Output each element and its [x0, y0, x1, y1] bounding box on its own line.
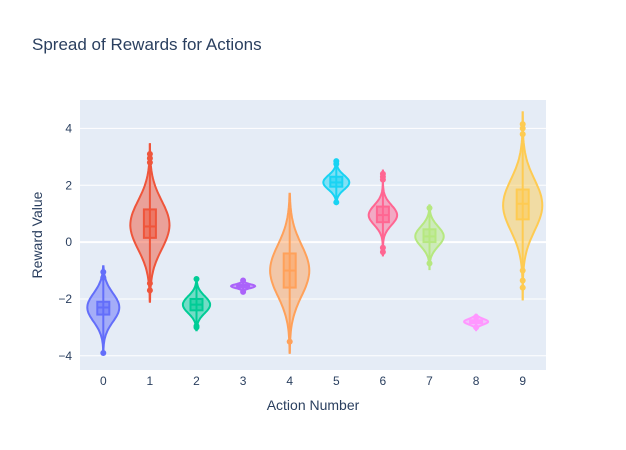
x-tick-label: 2	[193, 374, 200, 388]
violin-point	[146, 287, 153, 294]
x-tick-label: 6	[380, 374, 387, 388]
violin-0	[86, 265, 121, 356]
x-tick-labels: 0 1 2 3 4 5 6 7 8 9	[100, 374, 526, 388]
violin-point	[519, 125, 526, 132]
x-tick-label: 7	[426, 374, 433, 388]
violin-point	[333, 199, 340, 206]
violin-point	[100, 268, 107, 275]
violin-point	[100, 349, 107, 356]
violin-point	[100, 274, 107, 281]
violin-point	[146, 151, 153, 157]
violin-5	[322, 158, 351, 206]
violin-9	[502, 111, 544, 301]
violin-point	[379, 249, 386, 256]
y-tick-label: −2	[58, 292, 72, 306]
violin-point	[426, 260, 433, 267]
x-tick-label: 9	[519, 374, 526, 388]
violin-4	[269, 192, 311, 354]
violin-7	[414, 204, 445, 271]
violin-point	[240, 288, 247, 295]
violin-point	[146, 280, 153, 287]
violin-point	[379, 170, 386, 177]
violin-6	[367, 169, 399, 257]
x-tick-label: 4	[286, 374, 293, 388]
y-tick-label: 2	[65, 178, 72, 192]
x-tick-label: 3	[240, 374, 247, 388]
violin-box	[142, 208, 157, 239]
x-tick-label: 0	[100, 374, 107, 388]
y-tick-label: 0	[65, 235, 72, 249]
violin-point	[519, 284, 526, 291]
violin-point	[193, 324, 200, 331]
x-tick-label: 5	[333, 374, 340, 388]
violin-point	[286, 338, 293, 345]
violin-2	[181, 276, 212, 332]
violin-8	[463, 313, 490, 332]
violin-point	[519, 131, 526, 138]
violin-point	[240, 277, 247, 284]
violin-1	[129, 143, 171, 303]
violin-point	[519, 267, 526, 274]
y-tick-label: −4	[58, 349, 72, 363]
violin-point	[333, 158, 340, 165]
violin-point	[193, 276, 200, 283]
y-tick-labels: −4 −2 0 2 4	[58, 121, 72, 362]
violin-point	[379, 244, 386, 251]
x-tick-label: 1	[147, 374, 154, 388]
chart-title: Spread of Rewards for Actions	[32, 35, 262, 54]
y-axis-title: Reward Value	[29, 191, 45, 278]
violin-point	[473, 314, 480, 321]
violin-point	[146, 155, 153, 162]
violin-point	[473, 324, 480, 331]
violin-3	[229, 277, 257, 295]
violin-point	[146, 159, 153, 166]
y-tick-label: 4	[65, 121, 72, 135]
x-tick-label: 8	[473, 374, 480, 388]
violin-point	[426, 205, 433, 211]
violin-point	[519, 277, 526, 284]
violins	[86, 111, 544, 356]
violin-point	[519, 121, 526, 128]
x-axis-title: Action Number	[267, 397, 360, 413]
